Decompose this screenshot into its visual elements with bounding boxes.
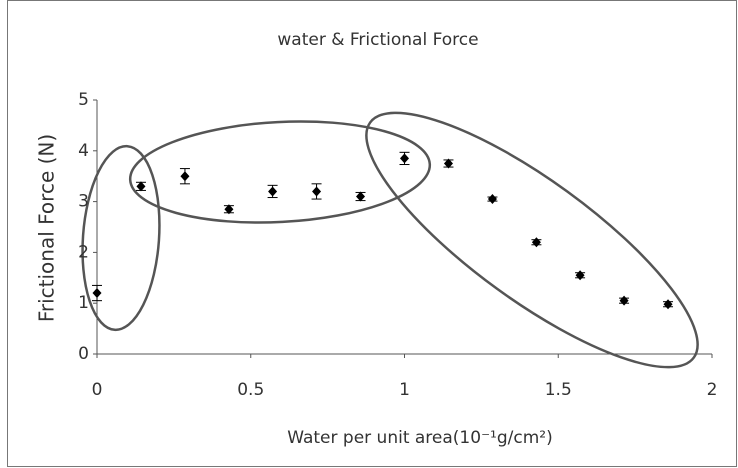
point	[400, 153, 409, 164]
y-tick-label: 5	[78, 90, 89, 110]
x-tick-label: 1.5	[545, 380, 572, 400]
point	[136, 181, 146, 192]
x-tick-label: 0.5	[237, 380, 264, 400]
point	[531, 237, 541, 248]
y-tick-label: 2	[78, 242, 89, 262]
point	[224, 204, 234, 215]
point	[268, 186, 278, 197]
y-tick-label: 3	[78, 192, 89, 212]
point	[356, 191, 366, 202]
annotation-ellipse	[365, 111, 699, 369]
y-tick-label: 1	[78, 293, 89, 313]
x-axis-label: Water per unit area(10⁻¹g/cm²)	[287, 428, 552, 448]
point	[92, 288, 102, 299]
annotation-ellipse	[81, 144, 161, 332]
point	[487, 194, 497, 205]
point	[619, 295, 629, 306]
x-tick-label: 1	[399, 380, 410, 400]
chart-title: water & Frictional Force	[277, 30, 478, 50]
point	[180, 171, 190, 182]
y-tick-label: 4	[78, 141, 89, 161]
y-tick-label: 0	[78, 344, 89, 364]
y-axis-label: Frictional Force (N)	[35, 134, 59, 322]
x-tick-label: 2	[707, 380, 718, 400]
chart-border	[7, 0, 737, 467]
point	[312, 186, 322, 197]
x-tick-label: 0	[92, 380, 103, 400]
point	[443, 158, 453, 169]
point	[663, 299, 673, 310]
annotation-ellipse	[128, 120, 432, 224]
point	[575, 270, 585, 281]
